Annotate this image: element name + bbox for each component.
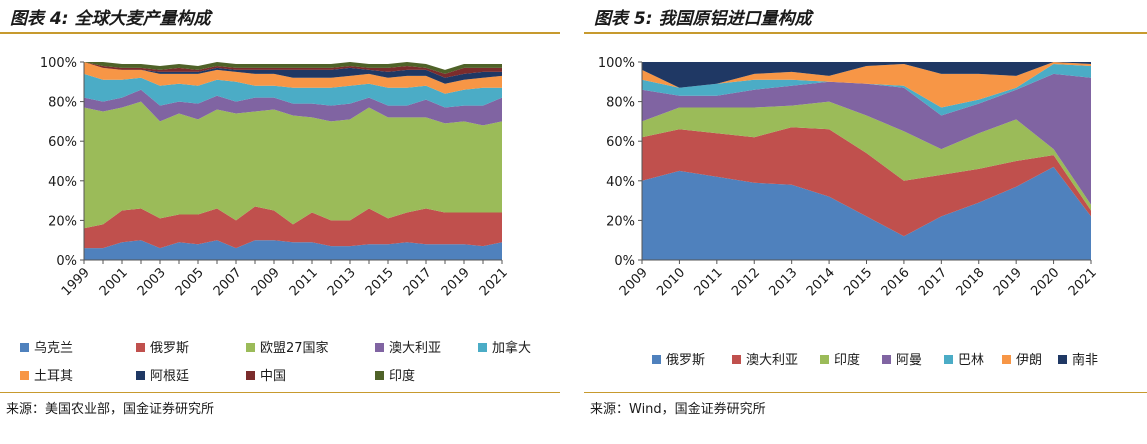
right-legend-label: 伊朗 bbox=[1016, 353, 1042, 368]
right-area-5 bbox=[642, 64, 1091, 116]
right-legend-label: 南非 bbox=[1072, 352, 1098, 368]
left-y-tick-label: 0% bbox=[56, 254, 77, 269]
right-legend-label: 巴林 bbox=[958, 353, 984, 368]
left-chart: 0%20%40%60%80%100%1999 2001 2003 2005 2007 20… bbox=[20, 56, 531, 384]
right-source-rule bbox=[584, 392, 1147, 393]
right-x-tick-label: 2018 bbox=[954, 265, 988, 299]
left-panel: 图表 4: 全球大麦产量构成 0% 20% 40% 60% 80% 100% 1999 200… bbox=[0, 0, 560, 444]
right-source-note: 来源：Wind，国金证券研究所 bbox=[590, 402, 766, 417]
right-x-tick-label: 2011 bbox=[692, 265, 726, 299]
left-title-rule bbox=[0, 32, 560, 34]
left-area-1 bbox=[84, 240, 502, 260]
left-legend-swatch bbox=[246, 343, 255, 352]
right-legend-label: 阿曼 bbox=[896, 353, 922, 368]
right-x-tick-label: 2019 bbox=[991, 265, 1025, 299]
right-legend-swatch bbox=[944, 355, 953, 364]
left-y-tick-label: 80% bbox=[48, 96, 77, 111]
left-y-tick-label: 40% bbox=[48, 175, 77, 190]
right-area-7 bbox=[642, 62, 1091, 88]
right-y-tick-label: 0% bbox=[614, 254, 635, 269]
left-source-rule bbox=[0, 392, 560, 393]
right-legend-swatch bbox=[732, 355, 741, 364]
right-legend-swatch bbox=[820, 355, 829, 364]
left-area-6 bbox=[84, 62, 502, 94]
left-x-tick-label: 2011 bbox=[287, 265, 321, 299]
left-legend-swatch bbox=[20, 371, 29, 380]
left-legend-label: 澳大利亚 bbox=[389, 340, 441, 356]
right-y-tick-label: 80% bbox=[606, 96, 635, 111]
left-legend-label: 土耳其 bbox=[34, 369, 73, 384]
right-legend-swatch bbox=[652, 355, 661, 364]
left-x-tick-label: 2009 bbox=[249, 265, 283, 299]
left-legend-label: 俄罗斯 bbox=[150, 341, 189, 356]
right-x-tick-label: 2009 bbox=[617, 265, 651, 299]
left-legend-swatch bbox=[20, 343, 29, 352]
left-x-tick-label: 2013 bbox=[325, 265, 359, 299]
right-legend-swatch bbox=[882, 355, 891, 364]
right-x-tick-label: 2016 bbox=[879, 265, 913, 299]
left-x-tick-label: 2007 bbox=[211, 265, 245, 299]
left-area-7 bbox=[84, 62, 502, 84]
right-title-rule bbox=[584, 32, 1147, 34]
left-source-note: 来源：美国农业部，国金证券研究所 bbox=[6, 402, 215, 417]
right-area-4 bbox=[642, 73, 1091, 205]
right-figure-title: 图表 5: 我国原铝进口量构成 bbox=[594, 9, 812, 29]
right-legend-swatch bbox=[1058, 355, 1067, 364]
left-x-tick-label: 2005 bbox=[173, 265, 207, 299]
left-legend-label: 欧盟27国家 bbox=[260, 340, 329, 356]
left-legend-swatch bbox=[375, 371, 384, 380]
left-area-3 bbox=[84, 101, 502, 229]
left-legend-label: 加拿大 bbox=[492, 340, 531, 356]
left-y-tick-label: 100% bbox=[40, 56, 77, 71]
right-chart: 0%20%40%60%80%100%2009 2010 2011 2012 2013 20… bbox=[598, 56, 1100, 368]
right-area-2 bbox=[642, 127, 1091, 237]
right-x-tick-label: 2020 bbox=[1028, 265, 1062, 299]
right-area-1 bbox=[642, 166, 1091, 260]
right-legend-swatch bbox=[1002, 355, 1011, 364]
left-x-tick-label: 2003 bbox=[135, 265, 169, 299]
right-legend-label: 俄罗斯 bbox=[666, 353, 705, 368]
right-x-tick-label: 2021 bbox=[1066, 265, 1100, 299]
left-legend-swatch bbox=[136, 343, 145, 352]
right-x-tick-label: 2012 bbox=[729, 265, 763, 299]
left-area-5 bbox=[84, 73, 502, 108]
left-area-8 bbox=[84, 62, 502, 78]
left-legend-swatch bbox=[136, 371, 145, 380]
right-legend-label: 印度 bbox=[834, 352, 860, 368]
right-x-tick-label: 2014 bbox=[804, 265, 838, 299]
left-legend-swatch bbox=[375, 343, 384, 352]
right-y-tick-label: 60% bbox=[606, 135, 635, 150]
right-x-tick-label: 2015 bbox=[841, 265, 875, 299]
left-legend-label: 印度 bbox=[389, 368, 415, 384]
right-x-tick-label: 2010 bbox=[654, 265, 688, 299]
left-area-2 bbox=[84, 206, 502, 249]
left-legend-swatch bbox=[478, 343, 487, 352]
left-x-tick-label: 2015 bbox=[363, 265, 397, 299]
left-legend-swatch bbox=[246, 371, 255, 380]
left-x-tick-label: 2001 bbox=[97, 265, 131, 299]
left-area-4 bbox=[84, 89, 502, 126]
left-y-tick-label: 60% bbox=[48, 135, 77, 150]
left-x-tick-label: 2019 bbox=[439, 265, 473, 299]
right-area-6 bbox=[642, 62, 1091, 108]
left-figure-title: 图表 4: 全球大麦产量构成 bbox=[10, 9, 211, 29]
left-legend-label: 阿根廷 bbox=[150, 369, 189, 384]
right-x-tick-label: 2013 bbox=[766, 265, 800, 299]
left-x-tick-label: 1999 bbox=[59, 265, 93, 299]
left-x-tick-label: 2017 bbox=[401, 265, 435, 299]
left-legend-label: 中国 bbox=[260, 369, 286, 384]
right-y-tick-label: 100% bbox=[598, 56, 635, 71]
left-legend-label: 乌克兰 bbox=[34, 340, 73, 356]
left-y-tick-label: 20% bbox=[48, 214, 77, 229]
right-x-tick-label: 2017 bbox=[916, 265, 950, 299]
left-x-tick-label: 2021 bbox=[477, 265, 511, 299]
right-y-tick-label: 20% bbox=[606, 214, 635, 229]
right-area-3 bbox=[642, 101, 1091, 211]
right-y-tick-label: 40% bbox=[606, 175, 635, 190]
left-area-9 bbox=[84, 62, 502, 74]
right-legend-label: 澳大利亚 bbox=[746, 352, 798, 368]
right-panel: 图表 5: 我国原铝进口量构成 0% 20% 40% 60% 80% 100% 2009 20… bbox=[584, 0, 1147, 444]
